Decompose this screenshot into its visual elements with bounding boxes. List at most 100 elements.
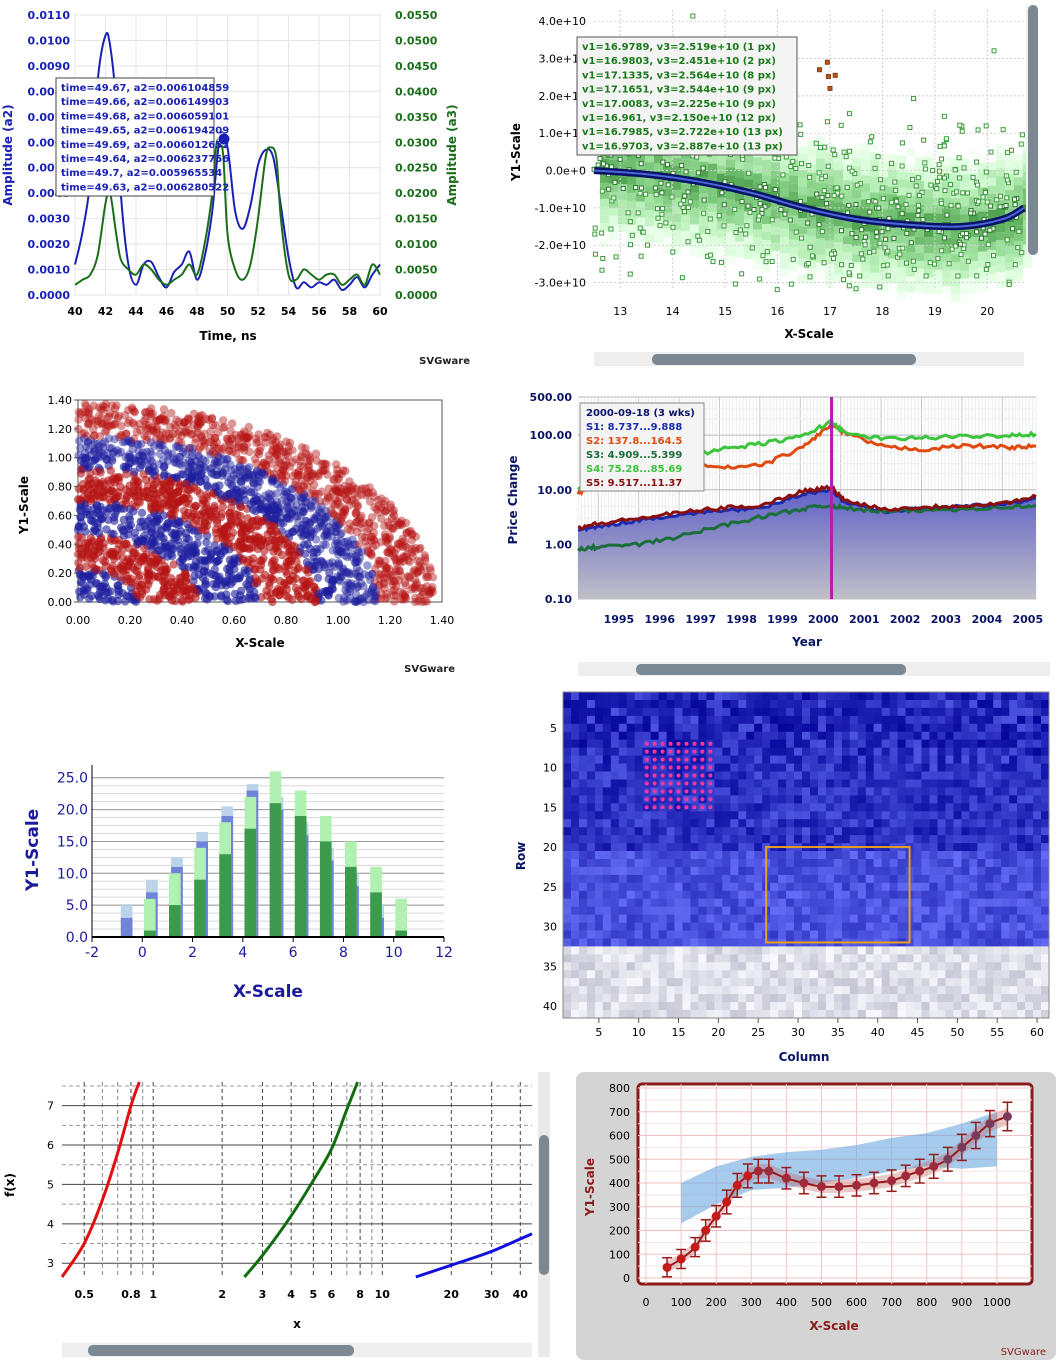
bubble-point [168,449,177,458]
heatmap-cell [786,747,795,757]
heatmap-cell [786,795,795,804]
bubble-point [311,472,320,481]
bubble-point [114,539,123,549]
density-cell [861,207,870,216]
heatmap-cell [905,755,914,764]
density-vscroll-thumb[interactable] [1028,5,1038,255]
density-point [958,241,964,247]
heatmap-cell [754,739,763,749]
heatmap-cell [818,715,827,725]
wave-tooltip-line: time=49.69, a2=0.006012652 [61,140,229,151]
density-cell [654,227,663,236]
density-cell [708,243,717,252]
heatmap-cell [754,779,763,788]
bubble-point [254,470,264,480]
heatmap-cell [578,787,588,796]
density-cell [978,243,987,252]
bubble-point [298,507,308,516]
density-cell [852,174,861,183]
density-point [871,248,877,254]
bubble-point [356,486,365,495]
bubble-point [339,565,348,574]
heatmap-cell [571,779,580,788]
wave-ytick-right: 0.0150 [395,213,438,226]
heatmap-cell [961,731,970,741]
bubble-point [341,586,350,595]
density-point [613,254,619,260]
density-point [663,220,669,226]
bubble-point [267,521,276,530]
bubble-point [254,430,263,439]
heatmap-cell [985,739,994,749]
density-point [805,260,811,266]
bubble-point [259,554,268,563]
heatmap-cell [594,779,604,788]
bubble-point [175,443,184,452]
bubble-point [321,527,331,536]
bubble-point [365,497,375,506]
heatmap-cell [969,755,978,764]
stock-hscroll-thumb[interactable] [636,664,906,675]
heatmap-cell [754,771,763,780]
heatmap-cell [945,700,954,709]
bubble-point [400,537,409,546]
bubble-point [407,548,417,557]
stock-xtick: 2005 [1013,613,1044,626]
bubble-point [263,428,272,438]
heatmap-cell [642,715,652,725]
heatmap-cell [674,723,683,733]
density-cell [996,144,1005,153]
density-cell [672,157,681,166]
density-cell [708,195,717,204]
density-cell [618,192,627,201]
bubble-point [160,417,169,426]
bubble-point [138,448,147,457]
heatmap-cell [714,731,723,741]
bubble-xtick: 1.20 [378,614,403,627]
heatmap-cell [578,795,588,804]
density-cell [834,242,843,251]
density-hscroll-thumb[interactable] [652,354,916,365]
density-cell [600,198,609,207]
bubble-point [297,443,307,452]
density-tooltip-line: v1=17.1335, v3=2.564e+10 (8 px) [582,70,776,81]
density-cell [924,165,933,174]
density-cell [744,211,753,220]
bubble-point [422,570,431,579]
bubble-point [117,421,126,431]
heatmap-cell [746,723,755,733]
heatmap-cell [762,795,771,804]
density-point [600,255,606,261]
heatmap-cell [578,707,588,717]
density-cell [762,207,771,216]
bubble-point [80,586,89,595]
density-cell [996,208,1005,217]
heatmap-cell [618,723,628,733]
heatmap-cell [1033,755,1042,764]
heatmap-cell [889,723,899,733]
bubble-point [185,444,195,453]
heatmap-cell [1033,771,1042,780]
bubble-point [226,475,236,484]
density-point [643,191,649,197]
bubble-point [299,482,309,491]
heatmap-cell [563,739,572,749]
density-cell [915,284,924,293]
bubble-point [150,560,159,569]
bubble-point [345,570,354,579]
heatmap-cell [977,779,986,788]
bubble-point [76,443,85,453]
density-point [862,234,868,240]
density-cell [825,272,834,281]
density-point [941,175,947,181]
density-cell [834,202,843,211]
density-point [844,184,850,190]
density-ytick: 4.0e+10 [539,15,586,28]
bubble-point [334,561,344,570]
bubble-point [299,489,308,499]
bubble-point [240,442,249,451]
wave-hover-marker[interactable] [217,132,231,146]
bubble-point [218,469,227,478]
heatmap-cell [802,731,811,741]
heatmap-cell [802,707,811,717]
